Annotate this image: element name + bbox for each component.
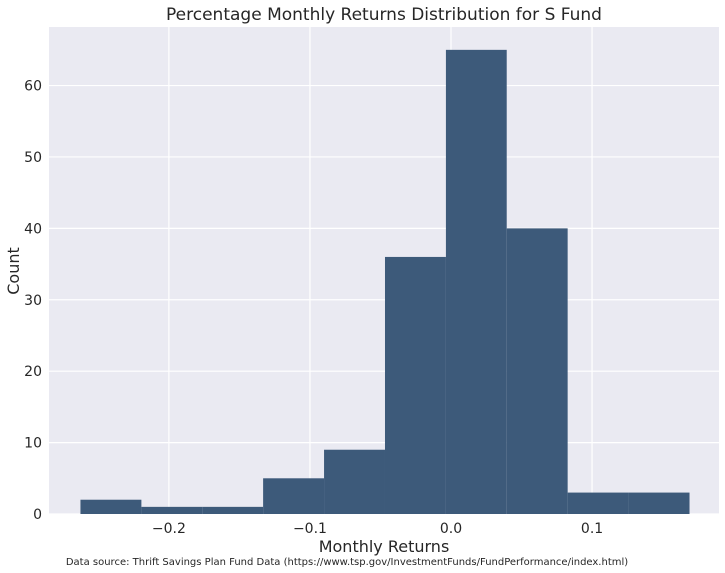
y-tick-label: 10 <box>24 436 42 452</box>
histogram-bar <box>567 492 629 514</box>
histogram-bar <box>445 49 507 515</box>
histogram-bar <box>202 506 264 514</box>
x-tick-label: −0.2 <box>152 521 186 537</box>
y-axis-label: Count <box>4 247 23 295</box>
bars <box>80 49 690 515</box>
histogram-bar <box>141 506 203 514</box>
histogram-bar <box>506 228 568 514</box>
y-tick-label: 50 <box>24 150 42 166</box>
plot-area <box>49 27 719 514</box>
histogram-bar <box>80 499 142 514</box>
y-tick-label: 60 <box>24 79 42 95</box>
x-tick-label: −0.1 <box>293 521 327 537</box>
x-axis-label: Monthly Returns <box>319 537 450 556</box>
y-tick-label: 40 <box>24 221 42 237</box>
y-tick-label: 30 <box>24 293 42 309</box>
x-tick-labels: −0.2 −0.1 0.0 0.1 <box>152 521 603 537</box>
y-tick-labels: 0 10 20 30 40 50 60 <box>24 79 42 523</box>
histogram-bar <box>628 492 690 514</box>
data-source-note: Data source: Thrift Savings Plan Fund Da… <box>66 557 628 568</box>
y-tick-label: 20 <box>24 364 42 380</box>
x-tick-label: 0.0 <box>440 521 462 537</box>
histogram-bar <box>384 256 446 514</box>
chart-title: Percentage Monthly Returns Distribution … <box>166 5 602 25</box>
y-tick-label: 0 <box>33 507 42 523</box>
histogram-bar <box>324 449 385 514</box>
histogram-bar <box>263 478 325 514</box>
x-tick-label: 0.1 <box>581 521 603 537</box>
